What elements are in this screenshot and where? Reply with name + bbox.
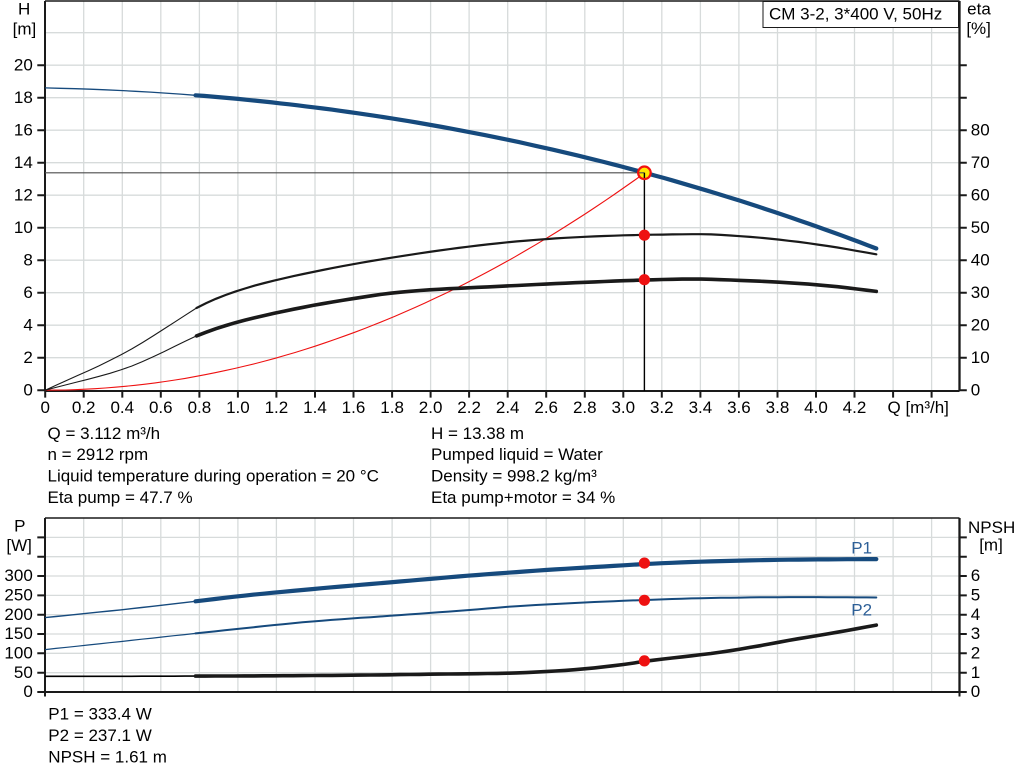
svg-text:0.8: 0.8 (188, 398, 212, 417)
svg-text:50: 50 (14, 663, 33, 682)
svg-text:P: P (14, 517, 25, 536)
svg-text:Q [m³/h]: Q [m³/h] (888, 398, 949, 417)
svg-text:3: 3 (971, 624, 980, 643)
svg-text:0: 0 (40, 398, 49, 417)
svg-text:100: 100 (4, 644, 32, 663)
svg-text:3.2: 3.2 (650, 398, 674, 417)
svg-text:H: H (18, 0, 30, 19)
svg-text:4.0: 4.0 (804, 398, 828, 417)
svg-text:50: 50 (971, 218, 990, 237)
svg-text:12: 12 (14, 185, 33, 204)
svg-text:4.2: 4.2 (843, 398, 867, 417)
svg-text:2: 2 (23, 348, 32, 367)
svg-text:10: 10 (14, 218, 33, 237)
svg-text:NPSH: NPSH (968, 518, 1015, 537)
svg-text:30: 30 (971, 283, 990, 302)
svg-text:0.2: 0.2 (72, 398, 96, 417)
svg-text:2.6: 2.6 (534, 398, 558, 417)
svg-text:20: 20 (14, 55, 33, 74)
svg-text:Eta pump = 47.7 %: Eta pump = 47.7 % (48, 488, 193, 507)
svg-text:P2 = 237.1 W: P2 = 237.1 W (48, 726, 151, 745)
svg-text:P2: P2 (851, 601, 872, 620)
svg-text:Density = 998.2 kg/m³: Density = 998.2 kg/m³ (431, 467, 597, 486)
svg-text:2: 2 (971, 644, 980, 663)
svg-text:40: 40 (971, 250, 990, 269)
svg-text:Liquid temperature during oper: Liquid temperature during operation = 20… (48, 467, 379, 486)
svg-text:70: 70 (971, 153, 990, 172)
svg-text:0.4: 0.4 (110, 398, 134, 417)
svg-text:3.4: 3.4 (689, 398, 713, 417)
svg-text:6: 6 (23, 283, 32, 302)
svg-text:0: 0 (23, 682, 32, 701)
svg-text:0.6: 0.6 (149, 398, 173, 417)
svg-text:2.2: 2.2 (457, 398, 481, 417)
svg-text:14: 14 (14, 153, 33, 172)
svg-text:1.4: 1.4 (303, 398, 327, 417)
svg-text:5: 5 (971, 586, 980, 605)
svg-text:CM 3-2, 3*400 V, 50Hz: CM 3-2, 3*400 V, 50Hz (769, 5, 942, 24)
svg-text:P1 = 333.4 W: P1 = 333.4 W (48, 704, 151, 723)
svg-text:4: 4 (971, 605, 980, 624)
svg-text:0: 0 (23, 380, 32, 399)
svg-text:1.0: 1.0 (226, 398, 250, 417)
svg-text:n = 2912 rpm: n = 2912 rpm (48, 445, 149, 464)
svg-text:10: 10 (971, 348, 990, 367)
svg-text:[%]: [%] (966, 19, 991, 38)
svg-text:300: 300 (4, 566, 32, 585)
svg-text:P1: P1 (851, 539, 872, 558)
svg-text:[m]: [m] (13, 20, 37, 39)
svg-text:8: 8 (23, 250, 32, 269)
svg-text:1: 1 (971, 663, 980, 682)
svg-text:6: 6 (971, 566, 980, 585)
svg-text:Eta pump+motor = 34 %: Eta pump+motor = 34 % (431, 488, 615, 507)
svg-text:200: 200 (4, 605, 32, 624)
svg-text:3.8: 3.8 (766, 398, 790, 417)
svg-text:1.2: 1.2 (265, 398, 289, 417)
svg-text:250: 250 (4, 586, 32, 605)
svg-text:2.8: 2.8 (573, 398, 597, 417)
svg-text:4: 4 (23, 315, 32, 334)
svg-text:Pumped liquid = Water: Pumped liquid = Water (431, 445, 603, 464)
svg-text:NPSH = 1.61 m: NPSH = 1.61 m (48, 747, 167, 766)
svg-text:Q = 3.112 m³/h: Q = 3.112 m³/h (48, 424, 161, 443)
svg-text:18: 18 (14, 88, 33, 107)
svg-text:[m]: [m] (979, 536, 1003, 555)
svg-text:20: 20 (971, 315, 990, 334)
svg-text:3.0: 3.0 (611, 398, 635, 417)
svg-text:0: 0 (971, 682, 980, 701)
svg-text:2.4: 2.4 (496, 398, 520, 417)
svg-text:80: 80 (971, 120, 990, 139)
svg-text:3.6: 3.6 (727, 398, 751, 417)
svg-text:16: 16 (14, 120, 33, 139)
svg-text:2.0: 2.0 (419, 398, 443, 417)
svg-text:150: 150 (4, 624, 32, 643)
svg-text:1.8: 1.8 (380, 398, 404, 417)
svg-text:1.6: 1.6 (342, 398, 366, 417)
svg-text:[W]: [W] (6, 536, 32, 555)
svg-text:0: 0 (971, 380, 980, 399)
svg-text:H = 13.38 m: H = 13.38 m (431, 424, 524, 443)
svg-text:eta: eta (967, 0, 991, 19)
svg-text:60: 60 (971, 185, 990, 204)
